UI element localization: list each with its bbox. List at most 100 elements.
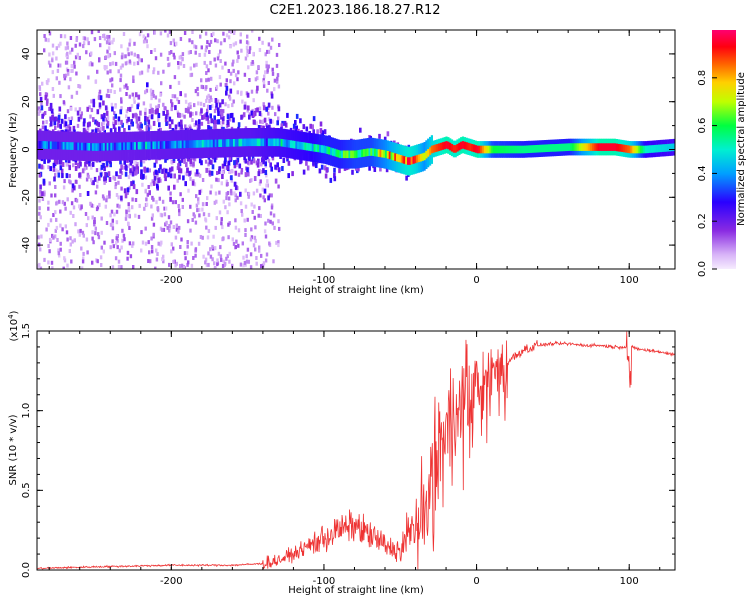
heatmap-cell: [86, 37, 89, 42]
heatmap-cell: [216, 39, 219, 44]
heatmap-cell: [463, 141, 466, 150]
heatmap-cell: [643, 145, 646, 154]
heatmap-cell: [548, 144, 551, 152]
heatmap-cell: [177, 122, 180, 127]
heatmap-cell: [242, 263, 245, 268]
heatmap-cell: [249, 265, 253, 269]
heatmap-cell: [274, 164, 277, 170]
heatmap-cell: [390, 152, 393, 160]
heatmap-cell: [48, 249, 51, 254]
heatmap-cell: [103, 240, 106, 245]
heatmap-cell: [145, 197, 148, 202]
heatmap-cell: [430, 145, 433, 154]
heatmap-cell: [161, 141, 164, 149]
heatmap-cell: [173, 75, 177, 80]
heatmap-cell: [89, 201, 92, 206]
heatmap-cell: [140, 58, 143, 63]
heatmap-cell: [189, 228, 192, 233]
heatmap-cell: [518, 145, 521, 154]
heatmap-cell: [97, 235, 101, 240]
heatmap-cell: [77, 142, 80, 151]
heatmap-cell: [111, 239, 114, 244]
heatmap-cell: [100, 245, 103, 250]
heatmap-cell: [70, 259, 73, 264]
y-tick-label: 0.5: [21, 482, 32, 498]
heatmap-cell: [132, 184, 136, 190]
heatmap-cell: [170, 50, 173, 54]
heatmap-cell: [39, 184, 42, 190]
heatmap-cell: [93, 220, 96, 224]
heatmap-cell: [648, 145, 651, 153]
heatmap-cell: [65, 173, 69, 179]
heatmap-cell: [184, 181, 187, 187]
heatmap-cell: [304, 142, 307, 151]
heatmap-cell: [218, 190, 221, 195]
heatmap-cell: [230, 175, 233, 181]
heatmap-cell: [206, 40, 209, 45]
heatmap-cell: [191, 218, 194, 222]
heatmap-cell: [93, 222, 96, 227]
heatmap-cell: [109, 213, 112, 218]
heatmap-cell: [273, 78, 277, 83]
heatmap-cell: [92, 117, 95, 123]
heatmap-cell: [286, 156, 289, 162]
heatmap-cell: [108, 35, 111, 39]
heatmap-cell: [295, 113, 299, 119]
heatmap-cell: [226, 182, 229, 186]
heatmap-cell: [71, 183, 75, 189]
heatmap-cell: [85, 165, 88, 170]
heatmap-cell: [232, 31, 236, 35]
heatmap-cell: [125, 92, 128, 96]
heatmap-cell: [189, 204, 192, 209]
heatmap-cell: [107, 94, 111, 99]
heatmap-cell: [219, 59, 222, 63]
heatmap-cell: [57, 172, 61, 178]
heatmap-cell: [138, 125, 141, 131]
heatmap-cell: [99, 126, 103, 131]
heatmap-cell: [179, 192, 182, 197]
heatmap-cell: [474, 145, 477, 153]
heatmap-cell: [64, 46, 68, 51]
heatmap-cell: [195, 169, 199, 175]
heatmap-cell: [511, 145, 514, 154]
heatmap-cell: [168, 262, 171, 267]
heatmap-cell: [224, 61, 227, 66]
heatmap-cell: [274, 112, 277, 117]
heatmap-cell: [108, 142, 111, 151]
heatmap-cell: [258, 36, 261, 41]
heatmap-cell: [157, 103, 160, 108]
heatmap-cell: [51, 70, 54, 75]
heatmap-cell: [198, 140, 201, 148]
heatmap-cell: [112, 175, 115, 180]
heatmap-cell: [610, 143, 613, 151]
heatmap-cell: [152, 197, 155, 202]
heatmap-cell: [216, 139, 219, 148]
heatmap-cell: [218, 166, 222, 172]
heatmap-cell: [498, 145, 501, 154]
heatmap-cell: [124, 216, 128, 221]
heatmap-cell: [173, 184, 176, 190]
heatmap-cell: [244, 233, 247, 237]
heatmap-cell: [178, 55, 181, 60]
heatmap-cell: [236, 58, 239, 63]
heatmap-cell: [667, 143, 670, 152]
heatmap-cell: [167, 63, 170, 68]
heatmap-cell: [137, 94, 141, 100]
heatmap-cell: [111, 265, 115, 269]
heatmap-cell: [315, 144, 318, 152]
heatmap-cell: [215, 102, 218, 108]
heatmap-cell: [123, 237, 126, 242]
heatmap-cell: [179, 37, 183, 41]
heatmap-cell: [154, 169, 158, 175]
heatmap-cell: [97, 122, 100, 128]
heatmap-cell: [305, 160, 308, 166]
heatmap-cell: [226, 191, 230, 195]
heatmap-cell: [262, 261, 266, 266]
heatmap-cell: [226, 254, 229, 259]
heatmap-cell: [149, 182, 153, 187]
heatmap-cell: [242, 112, 246, 118]
heatmap-cell: [137, 116, 141, 122]
heatmap-cell: [101, 194, 105, 199]
heatmap-cell: [124, 193, 128, 199]
heatmap-cell: [112, 124, 116, 129]
